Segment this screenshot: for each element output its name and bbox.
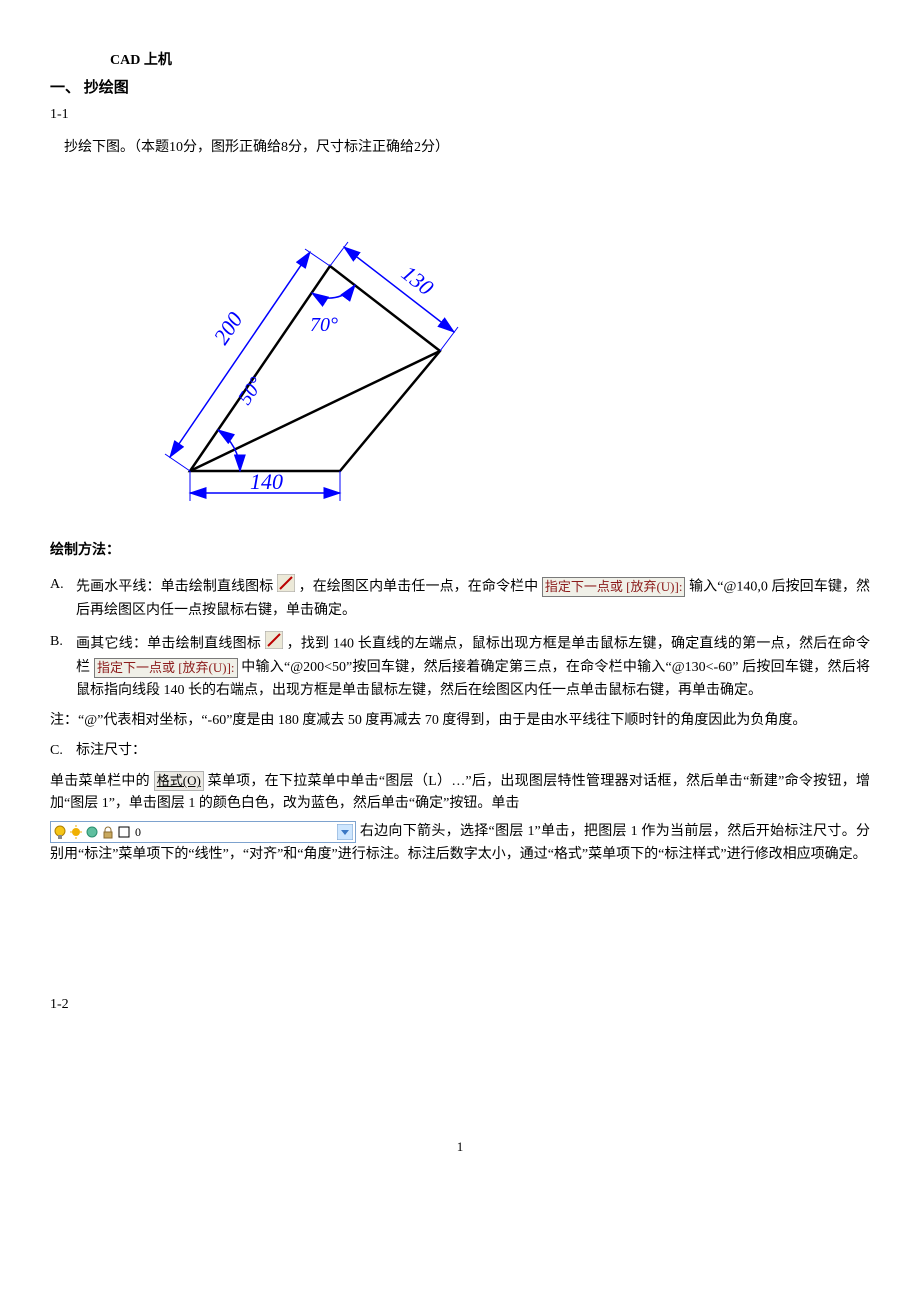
cad-figure: 140 200 130 70° 50° (110, 171, 870, 519)
method-heading: 绘制方法： (50, 540, 870, 562)
format-menu-snippet: 格式(O) (154, 771, 204, 791)
sun-icon (69, 824, 83, 840)
color-swatch-icon (117, 824, 131, 840)
ang-70-text: 70° (310, 314, 338, 336)
dim-200-text: 200 (208, 308, 247, 349)
paragraph-1: 单击菜单栏中的 格式(O) 菜单项，在下拉菜单中单击“图层（L）…”后，出现图层… (50, 771, 870, 816)
step-b-label: B. (50, 631, 76, 702)
lock-icon (101, 824, 115, 840)
section-heading: 一、 抄绘图 (50, 76, 870, 100)
note-text: 注：“@”代表相对坐标，“-60”度是由 180 度减去 50 度再减去 70 … (50, 710, 870, 732)
bulb-icon (53, 824, 67, 840)
step-a-label: A. (50, 574, 76, 623)
step-a-body: 先画水平线：单击绘制直线图标 ，在绘图区内单击任一点，在命令栏中 指定下一点或 … (76, 574, 870, 623)
subsection-1-1: 1-1 (50, 104, 870, 126)
paragraph-2: 0 右边向下箭头，选择“图层 1”单击，把图层 1 作为当前层，然后开始标注尺寸… (50, 821, 870, 866)
layer-name-text: 0 (133, 823, 335, 842)
line-tool-icon (277, 574, 295, 600)
command-prompt-snippet: 指定下一点或 [放弃(U)]: (542, 577, 686, 597)
step-a: A. 先画水平线：单击绘制直线图标 ，在绘图区内单击任一点，在命令栏中 指定下一… (50, 574, 870, 623)
line-tool-icon (265, 631, 283, 657)
subsection-1-2: 1-2 (50, 994, 870, 1016)
dropdown-arrow-icon (337, 824, 353, 840)
page-number: 1 (50, 1137, 870, 1158)
para1-a: 单击菜单栏中的 (50, 774, 154, 789)
step-b-text-1: 画其它线：单击绘制直线图标 (76, 636, 261, 651)
step-c-label: C. (50, 740, 76, 762)
step-a-text-1: 先画水平线：单击绘制直线图标 (76, 579, 273, 594)
step-c-body: 标注尺寸： (76, 740, 870, 762)
step-b: B. 画其它线：单击绘制直线图标 ，找到 140 长直线的左端点，鼠标出现方框是… (50, 631, 870, 702)
dim-140-text: 140 (250, 469, 283, 494)
ang-50-text: 50° (234, 373, 268, 409)
step-b-body: 画其它线：单击绘制直线图标 ，找到 140 长直线的左端点，鼠标出现方框是单击鼠… (76, 631, 870, 702)
question-prompt: 抄绘下图。（本题10分，图形正确给8分，尺寸标注正确给2分） (64, 137, 870, 159)
doc-title: CAD 上机 (110, 50, 870, 72)
command-prompt-snippet: 指定下一点或 [放弃(U)]: (94, 658, 238, 678)
freeze-icon (85, 824, 99, 840)
layer-toolbar-snippet: 0 (50, 821, 356, 843)
dim-130-text: 130 (397, 260, 438, 300)
step-c: C. 标注尺寸： (50, 740, 870, 762)
step-a-text-2: ，在绘图区内单击任一点，在命令栏中 (299, 579, 539, 594)
